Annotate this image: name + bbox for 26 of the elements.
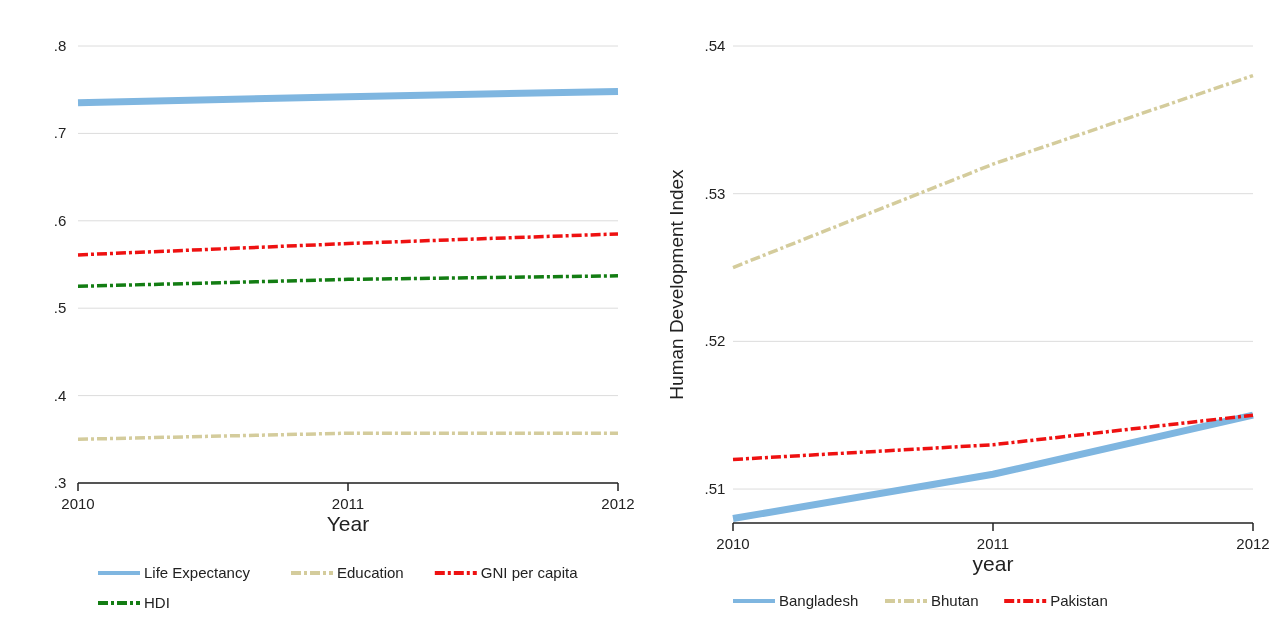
- legend-label: Life Expectancy: [144, 564, 251, 581]
- y-tick-label: .7: [53, 124, 67, 142]
- legend-label: Bhutan: [931, 592, 979, 609]
- y-tick-label: .4: [53, 386, 67, 404]
- y-tick-label: .51: [704, 480, 726, 498]
- legend-label: Bangladesh: [779, 592, 859, 609]
- y-tick-label: .54: [704, 37, 726, 54]
- x-axis-title: year: [972, 552, 1014, 575]
- y-tick-label: .3: [53, 474, 67, 491]
- x-axis-title: Year: [326, 512, 370, 535]
- x-tick-label: 2010: [61, 495, 95, 512]
- x-tick-label: 2011: [976, 535, 1010, 552]
- legend-label: Education: [337, 564, 404, 581]
- legend-label: HDI: [144, 594, 170, 611]
- y-tick-label: .53: [704, 184, 726, 202]
- y-tick-label: .6: [53, 211, 67, 229]
- y-axis-title: Human Development Index: [666, 168, 687, 400]
- y-tick-label: .8: [53, 37, 67, 54]
- x-tick-label: 2011: [331, 495, 365, 512]
- y-tick-label: .5: [53, 299, 67, 317]
- legend-label: Pakistan: [1050, 592, 1108, 609]
- x-tick-label: 2012: [601, 495, 635, 512]
- x-tick-label: 2012: [1236, 535, 1270, 552]
- x-tick-label: 2010: [716, 535, 750, 552]
- y-tick-label: .52: [704, 332, 726, 350]
- legend-label: GNI per capita: [480, 564, 579, 581]
